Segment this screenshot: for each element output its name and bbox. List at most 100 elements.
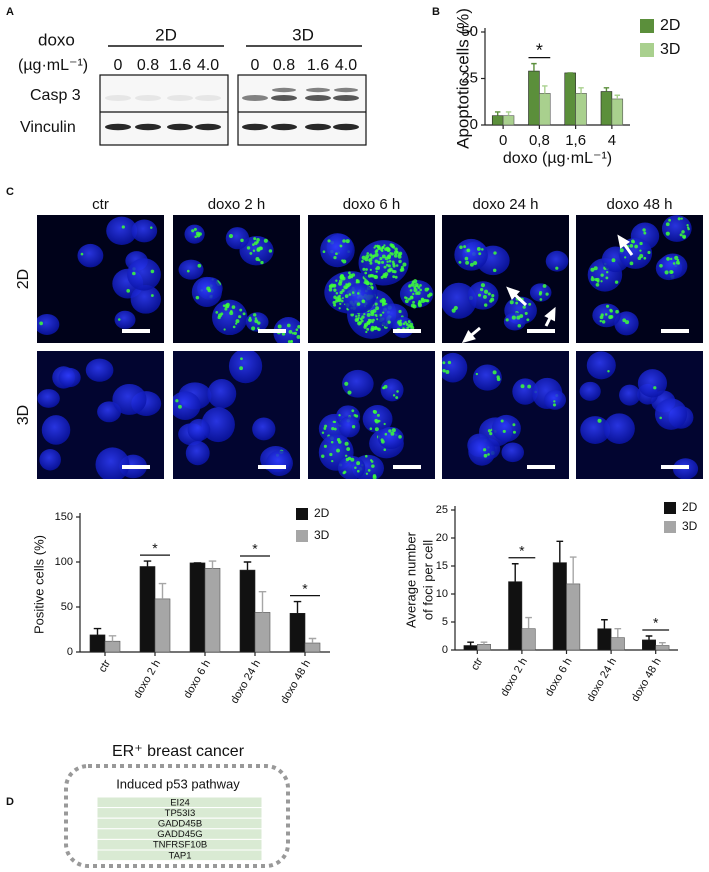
- focus: [332, 300, 336, 305]
- focus: [381, 275, 385, 278]
- focus: [413, 285, 417, 289]
- focus: [333, 255, 337, 260]
- focus: [409, 289, 413, 292]
- focus: [526, 318, 530, 322]
- bar: [552, 562, 567, 651]
- micrograph: [37, 351, 164, 479]
- band: [305, 95, 331, 101]
- focus: [519, 314, 524, 318]
- micrograph: [308, 351, 435, 479]
- y-tick-label: 20: [436, 532, 448, 544]
- legend-label: 2D: [314, 506, 330, 520]
- bar: [463, 645, 478, 651]
- focus: [394, 275, 398, 279]
- focus: [365, 472, 369, 475]
- focus: [496, 377, 501, 382]
- error-bar: [108, 635, 117, 642]
- x-tick-label: 4: [608, 132, 616, 149]
- focus: [391, 269, 395, 273]
- focus: [364, 271, 368, 275]
- nucleus: [187, 418, 211, 441]
- focus: [323, 444, 327, 448]
- error-bar: [143, 560, 152, 567]
- panel-label: A: [6, 6, 14, 18]
- focus: [343, 470, 347, 474]
- focus: [399, 268, 404, 272]
- nucleus: [580, 416, 611, 444]
- focus: [363, 281, 367, 284]
- focus: [659, 416, 662, 420]
- micrograph: [37, 215, 164, 343]
- bar: [597, 628, 612, 651]
- focus: [194, 235, 197, 239]
- focus: [402, 262, 407, 267]
- bar: [189, 562, 206, 653]
- focus: [390, 252, 394, 256]
- panel-label: C: [6, 186, 14, 198]
- focus: [538, 292, 542, 296]
- band: [105, 95, 131, 101]
- nucleus: [544, 389, 566, 410]
- significance-mark: *: [653, 615, 659, 631]
- focus: [516, 315, 521, 320]
- focus: [363, 312, 366, 316]
- focus: [380, 249, 384, 253]
- focus: [417, 301, 422, 306]
- focus: [677, 217, 681, 221]
- bar: [610, 637, 625, 651]
- focus: [351, 273, 356, 277]
- focus: [238, 315, 242, 319]
- micrograph: [173, 215, 300, 343]
- focus: [254, 319, 259, 324]
- focus: [594, 277, 598, 282]
- focus: [665, 231, 670, 236]
- focus: [545, 292, 549, 296]
- bar: [564, 72, 576, 126]
- focus: [480, 283, 486, 288]
- nucleus: [266, 450, 293, 476]
- focus: [607, 370, 610, 373]
- focus: [629, 244, 634, 248]
- focus: [458, 260, 462, 264]
- focus: [487, 453, 490, 456]
- focus: [466, 248, 471, 253]
- x-tick-label: ctr: [97, 658, 114, 675]
- focus: [681, 230, 685, 234]
- focus: [629, 261, 634, 266]
- panel-label: B: [432, 6, 440, 18]
- focus: [357, 316, 360, 320]
- micrograph: [308, 215, 435, 343]
- focus: [368, 259, 371, 262]
- focus: [404, 299, 409, 304]
- focus: [228, 233, 234, 239]
- focus: [665, 222, 670, 227]
- focus: [361, 299, 366, 304]
- focus: [369, 261, 373, 265]
- focus: [412, 292, 415, 296]
- focus: [80, 252, 84, 256]
- focus: [356, 461, 361, 466]
- focus: [666, 256, 670, 261]
- nucleus: [191, 276, 222, 308]
- focus: [487, 429, 492, 433]
- nucleus: [95, 447, 130, 479]
- focus: [253, 241, 258, 246]
- focus: [344, 454, 348, 458]
- x-tick-label: doxo 6 h: [182, 658, 213, 701]
- error-bar: [243, 561, 252, 571]
- focus: [363, 325, 367, 329]
- focus: [384, 432, 388, 436]
- bar: [139, 566, 156, 653]
- focus: [380, 260, 385, 264]
- legend-label: 2D: [660, 17, 680, 34]
- focus: [553, 400, 556, 403]
- focus: [392, 262, 396, 266]
- focus: [386, 263, 389, 267]
- focus: [356, 302, 361, 306]
- focus: [374, 302, 378, 306]
- nucleus: [114, 310, 136, 329]
- focus: [231, 305, 236, 309]
- error-bar: [494, 111, 501, 116]
- bar: [204, 567, 221, 653]
- focus: [517, 323, 522, 328]
